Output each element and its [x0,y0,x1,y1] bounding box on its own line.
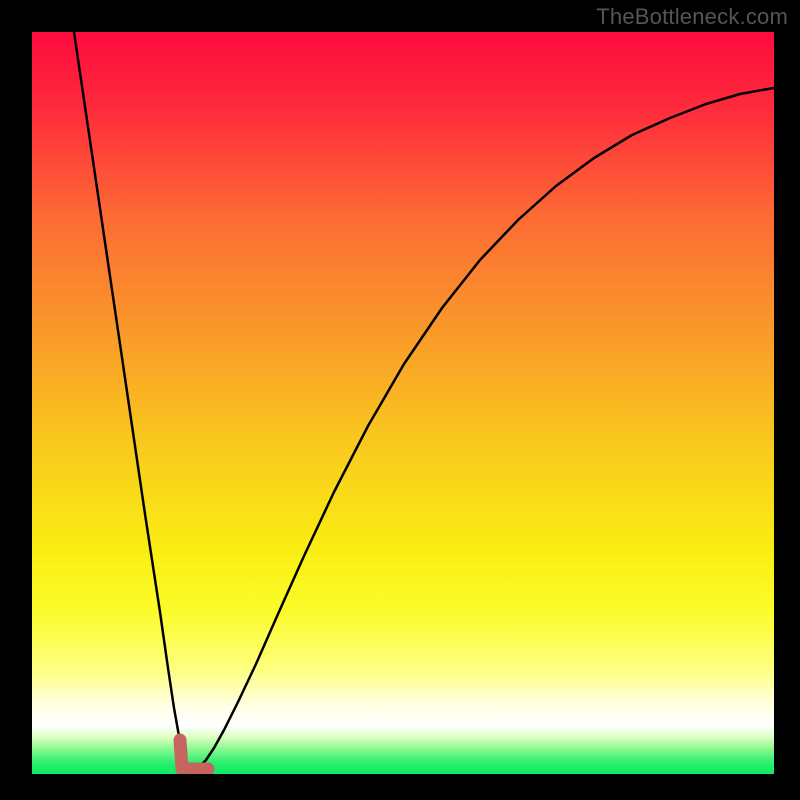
plot-area [32,32,774,774]
chart-canvas: TheBottleneck.com [0,0,800,800]
gradient-background [32,32,774,774]
watermark-text: TheBottleneck.com [596,4,788,30]
frame-left [0,0,32,800]
frame-bottom [0,774,800,800]
frame-right [774,0,800,800]
